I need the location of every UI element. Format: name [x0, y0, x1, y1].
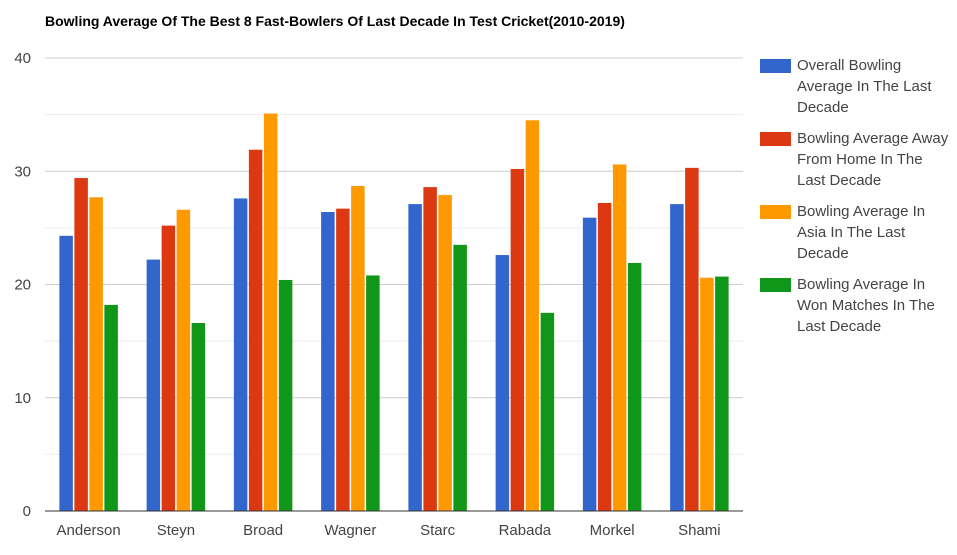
- bar[interactable]: [438, 195, 452, 511]
- bar[interactable]: [336, 208, 350, 511]
- bar[interactable]: [423, 187, 437, 512]
- legend-swatch: [760, 132, 791, 146]
- legend-item[interactable]: Bowling Average Away From Home In The La…: [760, 128, 955, 191]
- legend-label: Bowling Average In Won Matches In The La…: [797, 276, 935, 335]
- bar[interactable]: [627, 262, 642, 511]
- legend-swatch: [760, 59, 791, 73]
- x-tick-label: Rabada: [499, 522, 552, 539]
- bar[interactable]: [278, 279, 293, 511]
- y-tick-label: 30: [14, 163, 31, 180]
- y-tick-label: 40: [14, 50, 31, 67]
- legend-swatch: [760, 278, 791, 292]
- bar[interactable]: [540, 312, 555, 511]
- bar[interactable]: [351, 185, 365, 511]
- y-axis-ticks: 0 10 20 30 40: [14, 50, 31, 520]
- x-tick-label: Morkel: [590, 522, 635, 539]
- bar[interactable]: [582, 217, 597, 511]
- x-axis-ticks: Anderson Steyn Broad Wagner Starc Rabada Morke…: [57, 522, 721, 539]
- bar[interactable]: [233, 198, 248, 511]
- legend-item[interactable]: Bowling Average In Asia In The Last Deca…: [760, 201, 955, 264]
- gridlines: [45, 57, 743, 455]
- y-tick-label: 20: [14, 277, 31, 294]
- legend-swatch: [760, 205, 791, 219]
- bars: [59, 113, 729, 512]
- bar[interactable]: [89, 197, 103, 512]
- bar[interactable]: [161, 225, 176, 512]
- x-tick-label: Shami: [678, 522, 721, 539]
- bar[interactable]: [321, 212, 335, 511]
- legend-item[interactable]: Overall Bowling Average In The Last Deca…: [760, 55, 955, 118]
- bar[interactable]: [74, 178, 88, 512]
- bar[interactable]: [685, 167, 699, 512]
- bar[interactable]: [191, 323, 206, 511]
- x-tick-label: Broad: [243, 522, 283, 539]
- bar[interactable]: [525, 120, 540, 511]
- bar[interactable]: [495, 255, 510, 511]
- x-tick-label: Anderson: [57, 522, 121, 539]
- bar[interactable]: [715, 276, 729, 511]
- bar[interactable]: [597, 202, 612, 511]
- bar[interactable]: [510, 168, 525, 512]
- bar[interactable]: [670, 204, 684, 511]
- bar[interactable]: [176, 209, 191, 511]
- legend-item[interactable]: Bowling Average In Won Matches In The La…: [760, 274, 955, 337]
- legend-label: Bowling Average In Asia In The Last Deca…: [797, 203, 926, 262]
- x-tick-label: Wagner: [324, 522, 376, 539]
- y-tick-label: 10: [14, 390, 31, 407]
- bar[interactable]: [612, 164, 627, 511]
- x-tick-label: Steyn: [157, 522, 195, 539]
- bar[interactable]: [700, 277, 714, 511]
- bar[interactable]: [366, 275, 380, 511]
- y-tick-label: 0: [23, 503, 31, 520]
- legend-label: Bowling Average Away From Home In The La…: [797, 130, 949, 189]
- legend: Overall Bowling Average In The Last Deca…: [760, 55, 955, 347]
- chart-title: Bowling Average Of The Best 8 Fast-Bowle…: [45, 13, 625, 29]
- bar[interactable]: [263, 113, 278, 512]
- bar[interactable]: [453, 244, 467, 512]
- bar[interactable]: [248, 149, 263, 512]
- bar[interactable]: [146, 259, 161, 511]
- x-tick-label: Starc: [420, 522, 456, 539]
- bar[interactable]: [59, 235, 73, 512]
- bar[interactable]: [104, 304, 118, 511]
- legend-label: Overall Bowling Average In The Last Deca…: [797, 57, 932, 116]
- bar[interactable]: [408, 204, 422, 511]
